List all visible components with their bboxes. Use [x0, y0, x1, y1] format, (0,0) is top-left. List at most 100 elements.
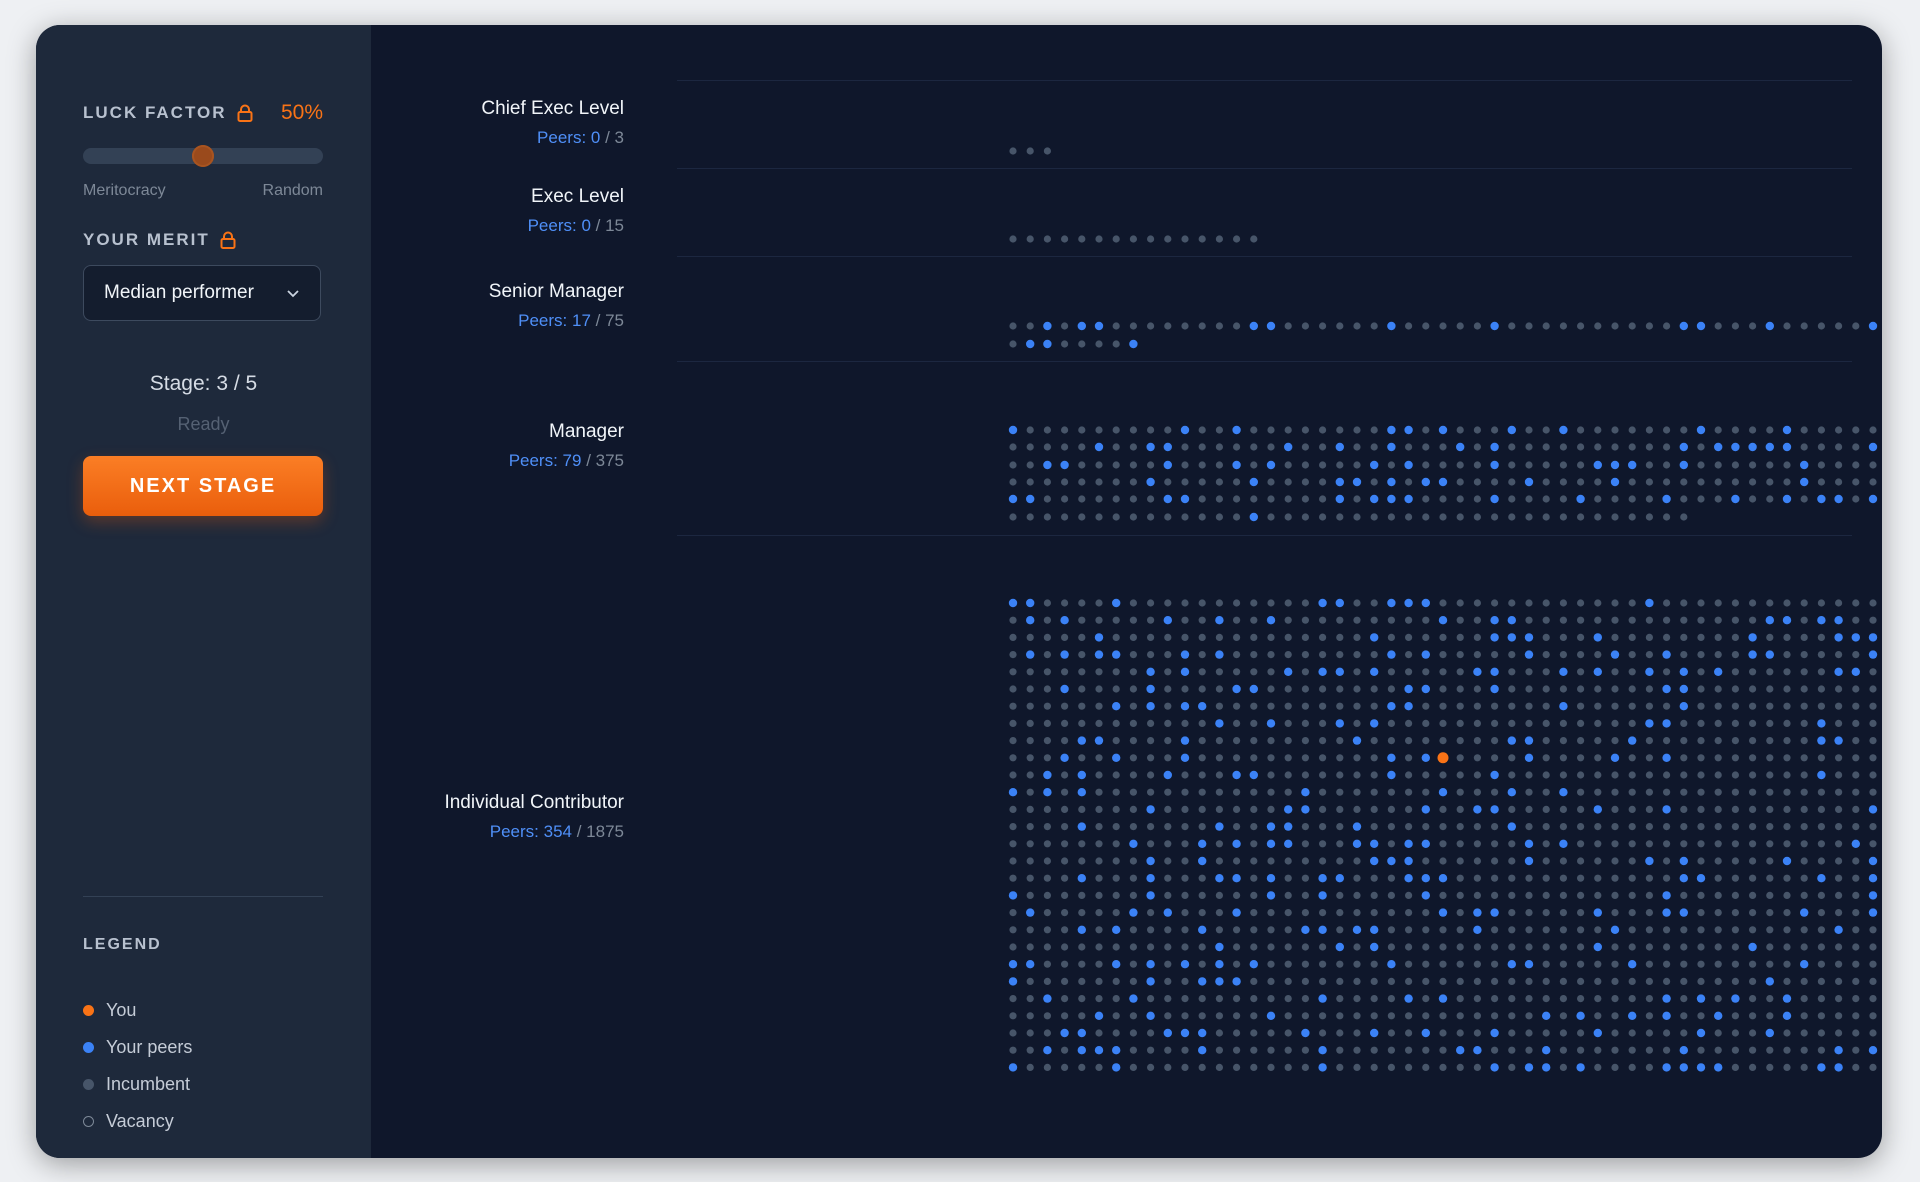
incumbent-dot — [1336, 1063, 1344, 1071]
incumbent-dot — [1061, 1012, 1069, 1020]
incumbent-dot — [1095, 235, 1103, 243]
incumbent-dot — [1026, 235, 1034, 243]
merit-select[interactable]: Median performer — [83, 265, 321, 321]
incumbent-dot — [1852, 788, 1860, 796]
incumbent-dot — [1439, 771, 1447, 779]
incumbent-dot — [1594, 651, 1602, 659]
incumbent-dot — [1852, 616, 1860, 624]
peer-dot — [1026, 960, 1035, 969]
incumbent-dot — [1215, 1029, 1223, 1037]
incumbent-dot — [1026, 668, 1034, 676]
incumbent-dot — [1164, 805, 1172, 814]
incumbent-dot — [1783, 651, 1791, 659]
incumbent-dot — [1112, 1029, 1120, 1037]
incumbent-dot — [1577, 719, 1585, 728]
incumbent-dot — [1731, 1046, 1739, 1054]
incumbent-dot — [1594, 788, 1602, 796]
incumbent-dot — [1645, 874, 1653, 882]
incumbent-dot — [1577, 857, 1585, 865]
incumbent-dot — [1422, 322, 1430, 330]
peer-dot — [1524, 960, 1534, 969]
incumbent-dot — [1473, 771, 1481, 779]
incumbent-dot — [1078, 719, 1086, 728]
incumbent-dot — [1422, 823, 1430, 831]
incumbent-dot — [1783, 926, 1791, 934]
incumbent-dot — [1473, 960, 1481, 968]
incumbent-dot — [1680, 891, 1688, 900]
peer-dot — [1077, 770, 1086, 780]
incumbent-dot — [1439, 322, 1447, 330]
incumbent-dot — [1198, 513, 1206, 521]
peer-dot — [1610, 925, 1620, 934]
incumbent-dot — [1043, 977, 1051, 986]
peer-dot — [1610, 477, 1620, 487]
incumbent-dot — [1456, 805, 1464, 814]
incumbent-dot — [1336, 1029, 1344, 1037]
incumbent-dot — [1577, 943, 1585, 951]
incumbent-dot — [1663, 426, 1671, 434]
incumbent-dot — [1301, 599, 1309, 607]
incumbent-dot — [1559, 513, 1567, 521]
incumbent-dot — [1078, 702, 1086, 710]
incumbent-dot — [1766, 788, 1774, 796]
incumbent-dot — [1353, 1012, 1361, 1020]
incumbent-dot — [1129, 823, 1137, 831]
incumbent-dot — [1147, 823, 1155, 831]
incumbent-dot — [1680, 840, 1688, 848]
incumbent-dot — [1387, 926, 1395, 934]
incumbent-dot — [1783, 960, 1791, 968]
incumbent-dot — [1095, 340, 1103, 348]
luck-factor-slider[interactable] — [83, 145, 323, 167]
incumbent-dot — [1267, 771, 1275, 779]
peer-dot — [1645, 856, 1654, 866]
incumbent-dot — [1852, 1029, 1860, 1037]
peer-dot — [1610, 753, 1620, 762]
incumbent-dot — [1680, 943, 1688, 951]
incumbent-dot — [1336, 857, 1344, 865]
peer-dot — [1490, 908, 1499, 917]
incumbent-dot — [1714, 943, 1722, 951]
incumbent-dot — [1559, 322, 1567, 330]
incumbent-dot — [1852, 1012, 1860, 1020]
peer-dot — [1215, 960, 1224, 969]
peer-dot — [1387, 494, 1396, 504]
incumbent-dot — [1611, 805, 1619, 814]
incumbent-dot — [1336, 805, 1344, 814]
incumbent-dot — [1628, 599, 1636, 607]
incumbent-dot — [1353, 943, 1361, 951]
incumbent-dot — [1129, 754, 1137, 762]
incumbent-dot — [1301, 771, 1309, 779]
incumbent-dot — [1439, 461, 1447, 469]
incumbent-dot — [1869, 737, 1877, 745]
incumbent-dot — [1628, 995, 1636, 1003]
incumbent-dot — [1301, 1012, 1309, 1020]
incumbent-dot — [1336, 926, 1344, 934]
incumbent-dot — [1594, 616, 1602, 624]
peer-dot — [1868, 650, 1878, 659]
incumbent-dot — [1319, 702, 1327, 710]
status-text: Ready — [177, 414, 230, 434]
peer-dot — [1679, 1046, 1689, 1055]
next-stage-button[interactable]: NEXT STAGE — [83, 456, 323, 516]
incumbent-dot — [1817, 926, 1825, 934]
incumbent-dot — [1542, 702, 1550, 710]
incumbent-dot — [1078, 651, 1086, 659]
incumbent-dot — [1164, 891, 1172, 900]
incumbent-dot — [1456, 891, 1464, 900]
incumbent-dot — [1835, 874, 1843, 882]
incumbent-dot — [1680, 513, 1688, 521]
peer-dot — [1421, 839, 1431, 848]
incumbent-dot — [1112, 685, 1120, 693]
incumbent-dot — [1078, 943, 1086, 951]
incumbent-dot — [1817, 857, 1825, 865]
peer-dot — [1370, 925, 1379, 934]
peer-dot — [1765, 321, 1775, 331]
incumbent-dot — [1422, 633, 1430, 642]
incumbent-dot — [1336, 771, 1344, 779]
incumbent-dot — [1233, 788, 1241, 796]
incumbent-dot — [1319, 977, 1327, 986]
incumbent-dot — [1198, 685, 1206, 693]
incumbent-dot — [1852, 926, 1860, 934]
incumbent-dot — [1714, 805, 1722, 814]
luck-factor-slider-thumb[interactable] — [192, 145, 214, 167]
